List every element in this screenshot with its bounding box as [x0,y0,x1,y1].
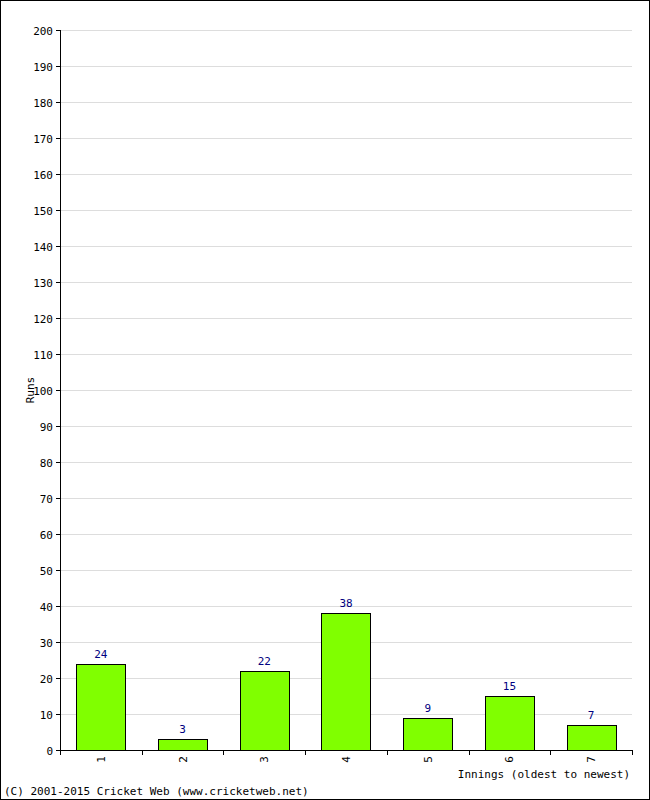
bar [159,740,208,751]
y-axis-label: Runs [24,377,37,404]
y-tick-label: 200 [33,25,53,38]
y-tick [56,570,60,571]
y-tick-label: 0 [46,745,53,758]
y-tick-label: 170 [33,133,53,146]
grid-line [60,282,632,283]
y-tick [56,102,60,103]
y-tick-label: 140 [33,241,53,254]
x-tick [550,750,551,755]
grid-line [60,174,632,175]
x-tick [60,750,61,755]
bars [77,614,617,751]
y-tick-label: 110 [33,349,53,362]
y-tick [56,714,60,715]
border [1,1,650,800]
y-tick [56,678,60,679]
bar [241,672,290,751]
bar [77,665,126,751]
grid-line [60,534,632,535]
x-axis [60,750,632,751]
x-tick [469,750,470,755]
y-tick [56,426,60,427]
y-tick-label: 130 [33,277,53,290]
grid-line [60,570,632,571]
y-tick [56,750,60,751]
data-label: 24 [94,648,108,661]
x-tick [632,750,633,755]
grid-line [60,426,632,427]
y-tick [56,66,60,67]
grid-line [60,246,632,247]
x-tick-label: 1 [95,756,108,763]
y-tick-label: 80 [40,457,53,470]
x-tick [387,750,388,755]
x-tick [223,750,224,755]
y-tick-label: 120 [33,313,53,326]
y-tick [56,354,60,355]
data-label: 15 [503,680,516,693]
y-tick-label: 60 [40,529,53,542]
y-tick-label: 160 [33,169,53,182]
y-tick [56,138,60,139]
y-tick-label: 190 [33,61,53,74]
y-tick-label: 10 [40,709,53,722]
y-tick [56,318,60,319]
credit: (C) 2001-2015 Cricket Web (www.cricketwe… [4,785,309,798]
y-tick-label: 150 [33,205,53,218]
x-tick-label: 2 [177,756,190,763]
grid-line [60,30,632,31]
y-tick [56,174,60,175]
data-label: 3 [179,723,186,736]
y-tick [56,282,60,283]
bar [568,726,617,751]
y-tick-label: 180 [33,97,53,110]
y-tick [56,390,60,391]
y-tick [56,642,60,643]
x-tick-label: 5 [422,756,435,763]
y-tick [56,498,60,499]
x-tick-label: 6 [503,756,516,763]
grid [60,31,632,751]
grid-line [60,102,632,103]
data-label: 7 [588,709,595,722]
data-label: 22 [258,655,271,668]
y-tick [56,462,60,463]
y-tick-label: 90 [40,421,53,434]
grid-line [60,390,632,391]
x-tick-label: 7 [585,756,598,763]
grid-line [60,462,632,463]
grid-line [60,318,632,319]
y-tick [56,606,60,607]
y-tick-label: 70 [40,493,53,506]
grid-line [60,138,632,139]
bar [404,719,453,751]
grid-line [60,354,632,355]
y-tick [56,534,60,535]
y-tick [56,246,60,247]
y-tick-label: 30 [40,637,53,650]
chart-container: 0102030405060708090100110120130140150160… [0,0,650,800]
y-tick-label: 40 [40,601,53,614]
data-label: 9 [424,702,431,715]
y-tick-label: 20 [40,673,53,686]
grid-line [60,210,632,211]
y-axis [60,30,61,750]
x-axis-label: Innings (oldest to newest) [458,768,630,781]
y-tick [56,30,60,31]
x-tick-label: 4 [340,756,353,763]
x-tick-label: 3 [258,756,271,763]
chart-svg: 0102030405060708090100110120130140150160… [0,0,650,800]
y-tick-label: 50 [40,565,53,578]
x-tick [305,750,306,755]
bar [486,697,535,751]
grid-line [60,66,632,67]
grid-line [60,750,632,751]
bar [322,614,371,751]
grid-line [60,498,632,499]
y-tick [56,210,60,211]
data-label: 38 [339,597,352,610]
x-tick [142,750,143,755]
